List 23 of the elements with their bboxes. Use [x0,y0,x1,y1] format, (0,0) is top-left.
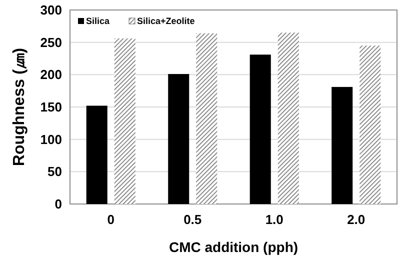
y-tick-label: 150 [40,100,62,115]
x-tick-label: 1.0 [265,212,284,227]
y-tick-label: 200 [40,67,62,82]
bar [332,86,353,204]
bar [360,46,381,204]
bar [250,54,271,204]
y-tick-label: 50 [48,164,62,180]
bar [168,74,190,204]
y-tick-label: 300 [40,2,62,18]
bar [278,32,299,204]
bar [114,38,136,204]
y-tick-label: 250 [40,34,62,50]
y-axis-title: Roughness (㎛) [11,48,28,166]
legend-label: Silica [86,16,111,26]
y-tick-label: 0 [54,196,62,212]
bar [196,33,218,204]
x-tick-label: 0.5 [184,212,202,227]
x-tick-label: 0 [107,212,114,227]
x-axis-title: CMC addition (pph) [168,239,298,255]
y-tick-label: 100 [40,132,62,147]
x-tick-label: 2.0 [347,212,366,227]
legend-label: Silica+Zeolite [137,16,195,26]
bar [86,106,108,204]
